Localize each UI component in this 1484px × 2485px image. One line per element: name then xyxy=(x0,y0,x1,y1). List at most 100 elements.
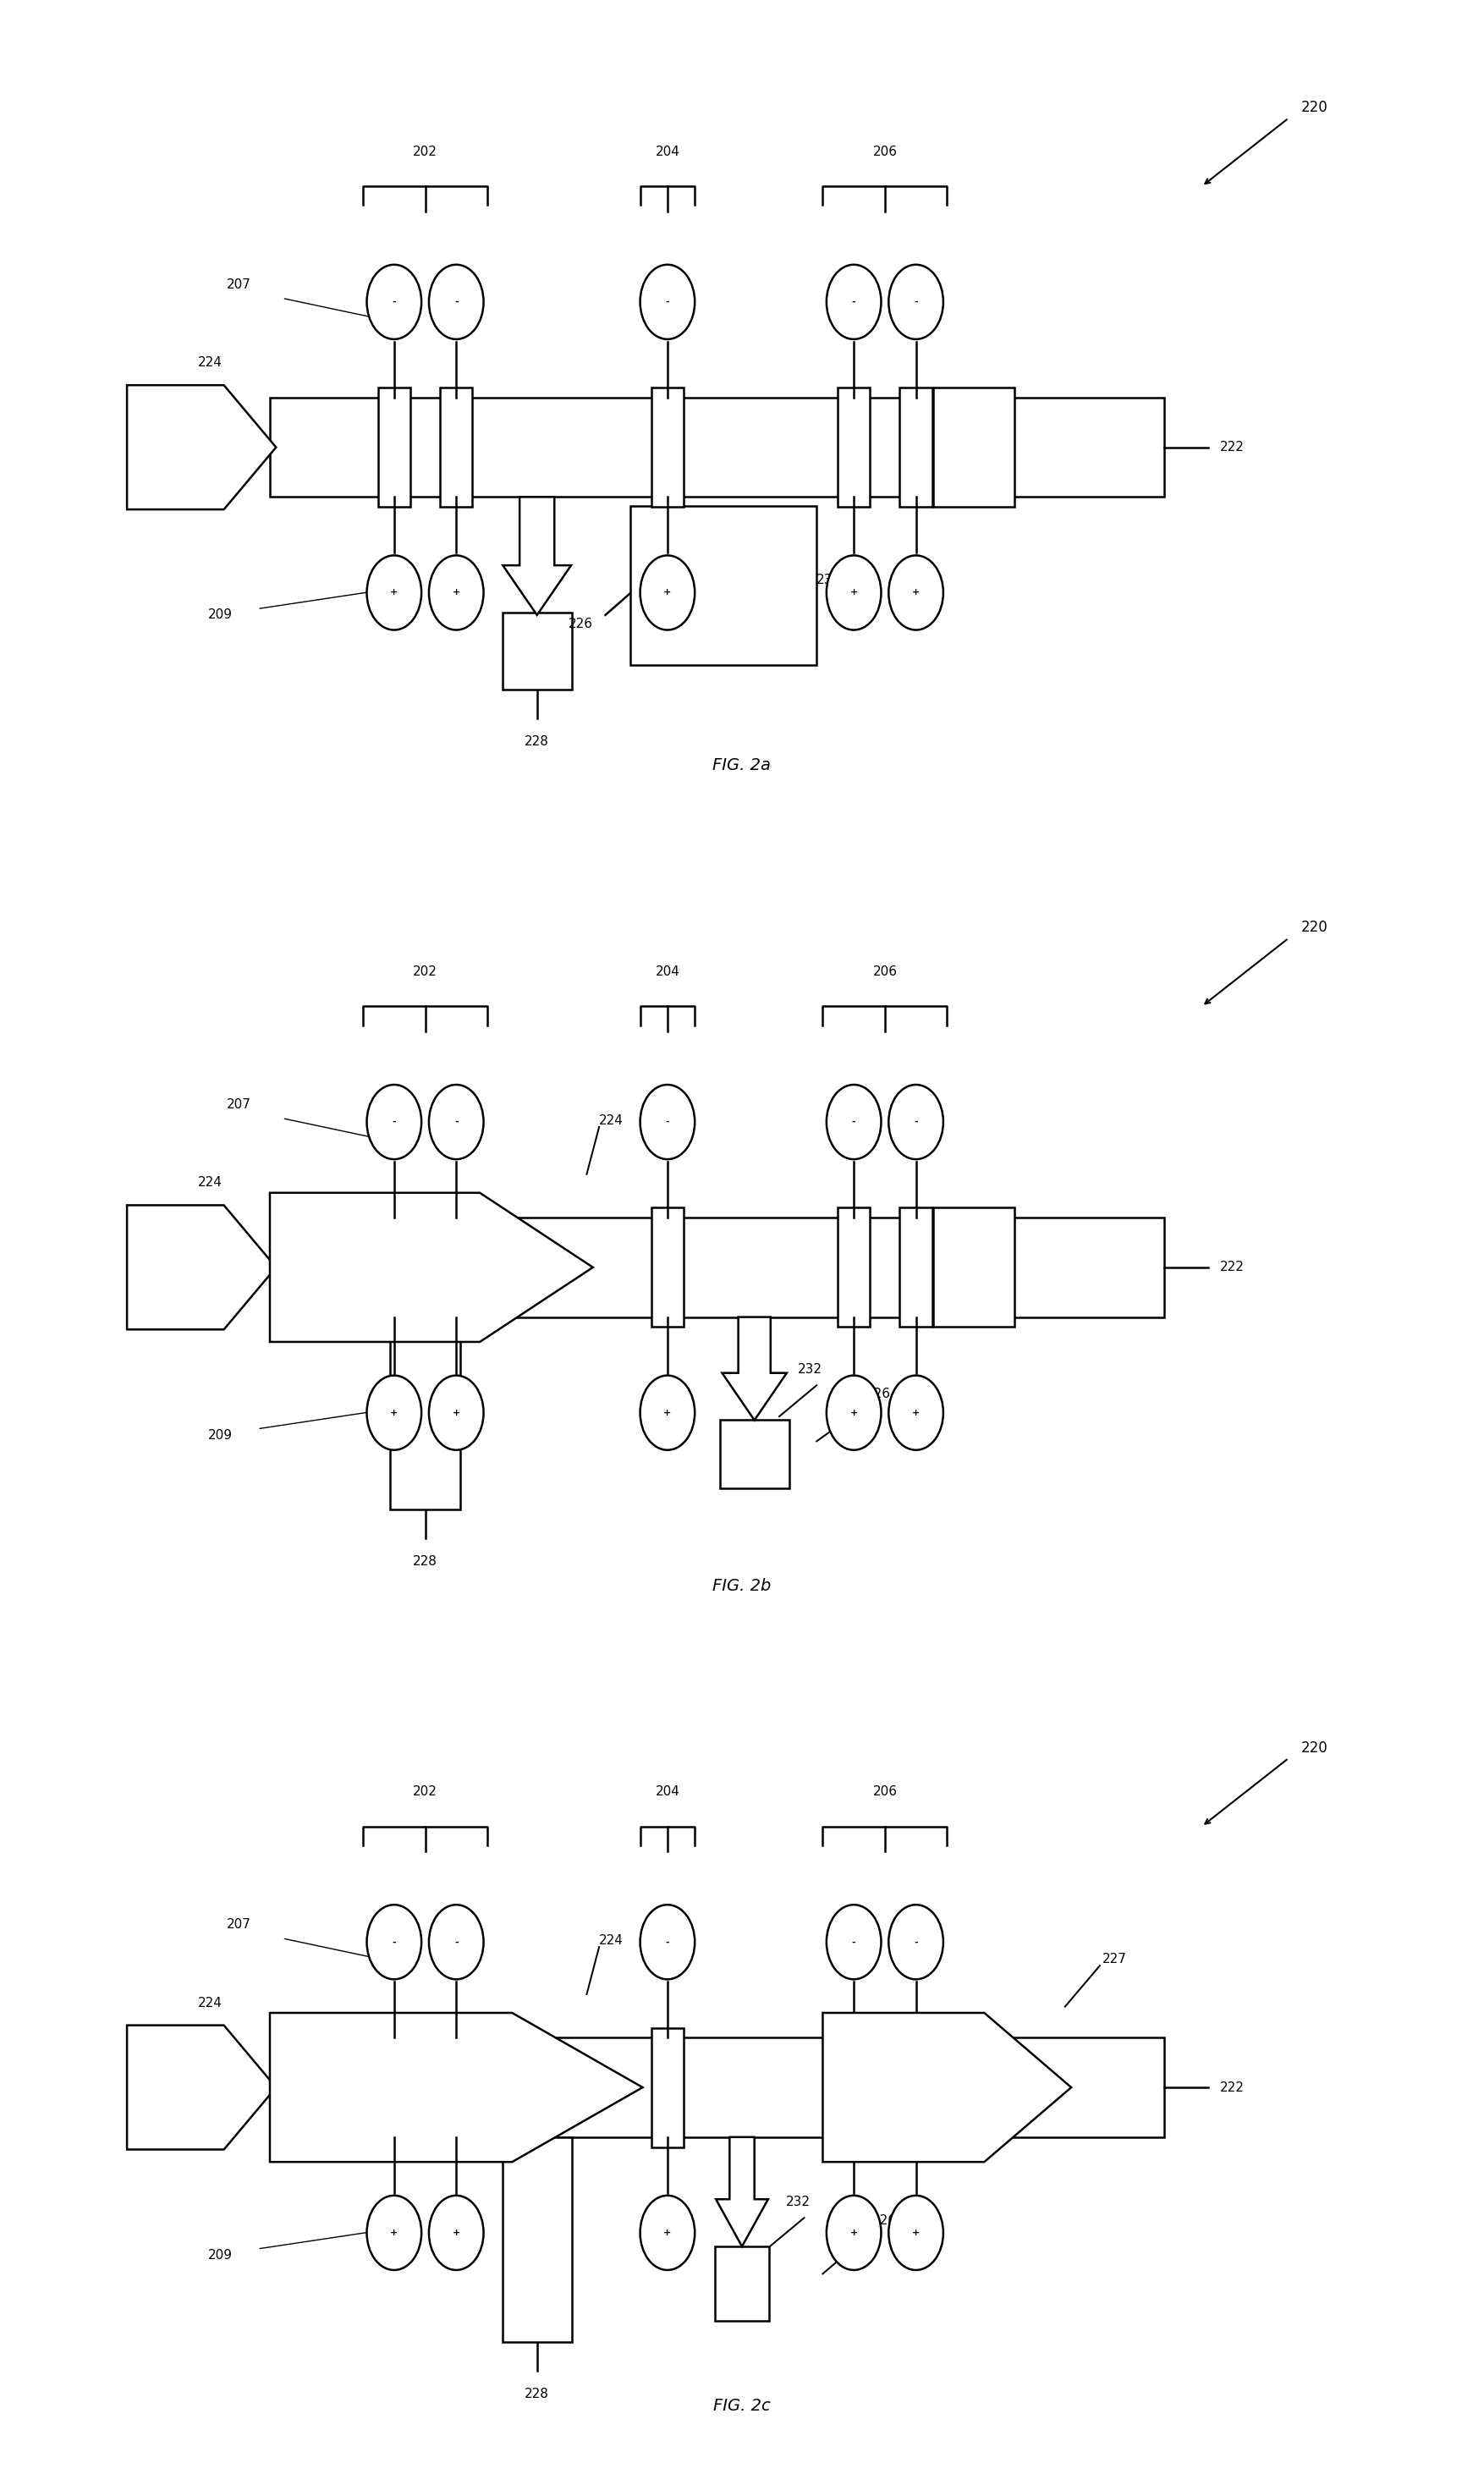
Text: 207: 207 xyxy=(227,1918,251,1931)
Text: -: - xyxy=(914,1118,919,1126)
Ellipse shape xyxy=(429,1083,484,1158)
Ellipse shape xyxy=(827,1377,881,1451)
Ellipse shape xyxy=(640,263,695,338)
Ellipse shape xyxy=(429,2197,484,2271)
Text: +: + xyxy=(663,589,671,596)
Text: 204: 204 xyxy=(656,1784,680,1799)
Ellipse shape xyxy=(889,1377,944,1451)
Ellipse shape xyxy=(827,557,881,629)
Bar xyxy=(899,2028,932,2147)
Ellipse shape xyxy=(640,557,695,629)
Ellipse shape xyxy=(367,263,421,338)
Text: -: - xyxy=(914,298,919,306)
Text: FIG. 2c: FIG. 2c xyxy=(714,2398,770,2413)
Text: 226: 226 xyxy=(568,616,592,631)
Text: +: + xyxy=(453,2229,460,2236)
Text: 222: 222 xyxy=(1220,440,1245,455)
Ellipse shape xyxy=(429,1377,484,1451)
Polygon shape xyxy=(270,2013,643,2162)
Ellipse shape xyxy=(640,2197,695,2271)
Bar xyxy=(720,1421,789,1489)
Bar xyxy=(837,388,870,507)
Ellipse shape xyxy=(429,263,484,338)
Bar xyxy=(378,1208,410,1327)
Text: 220: 220 xyxy=(1301,1740,1328,1754)
Bar xyxy=(837,2028,870,2147)
Text: 232: 232 xyxy=(785,2194,810,2209)
Ellipse shape xyxy=(889,1906,944,1978)
Text: 209: 209 xyxy=(208,2249,233,2261)
Text: -: - xyxy=(665,298,669,306)
Text: FIG. 2a: FIG. 2a xyxy=(712,758,772,773)
Bar xyxy=(270,2038,1165,2137)
Text: -: - xyxy=(454,1118,459,1126)
Ellipse shape xyxy=(367,1083,421,1158)
Bar xyxy=(933,388,1014,507)
Text: +: + xyxy=(850,2229,858,2236)
Text: 226: 226 xyxy=(867,1387,890,1402)
Text: 202: 202 xyxy=(413,1784,438,1799)
Text: -: - xyxy=(392,1118,396,1126)
Bar xyxy=(933,1208,1014,1327)
Polygon shape xyxy=(128,1205,276,1329)
Ellipse shape xyxy=(889,2197,944,2271)
Polygon shape xyxy=(715,2137,769,2246)
Text: 224: 224 xyxy=(199,355,223,370)
Polygon shape xyxy=(128,2025,276,2150)
Bar xyxy=(899,1208,932,1327)
Ellipse shape xyxy=(827,1083,881,1158)
Text: +: + xyxy=(663,1409,671,1416)
Bar xyxy=(631,507,816,666)
Polygon shape xyxy=(503,497,571,614)
Ellipse shape xyxy=(640,1906,695,1978)
Text: +: + xyxy=(390,1409,398,1416)
Text: +: + xyxy=(913,2229,920,2236)
Ellipse shape xyxy=(367,2197,421,2271)
Ellipse shape xyxy=(367,1377,421,1451)
Text: -: - xyxy=(852,1118,856,1126)
Text: 228: 228 xyxy=(413,1556,438,1568)
Polygon shape xyxy=(723,1317,787,1421)
Text: +: + xyxy=(390,2229,398,2236)
Bar xyxy=(378,2028,410,2147)
Bar xyxy=(390,1317,460,1511)
Ellipse shape xyxy=(367,1906,421,1978)
Text: 204: 204 xyxy=(656,144,680,159)
Text: -: - xyxy=(454,298,459,306)
Text: 224: 224 xyxy=(199,1995,223,2010)
Bar xyxy=(651,2028,684,2147)
Text: 224: 224 xyxy=(600,1113,623,1128)
Ellipse shape xyxy=(889,263,944,338)
Bar xyxy=(441,388,472,507)
Text: +: + xyxy=(453,1409,460,1416)
Text: 232: 232 xyxy=(816,574,841,586)
Ellipse shape xyxy=(429,557,484,629)
Bar xyxy=(502,614,571,691)
Bar xyxy=(715,2246,769,2321)
Ellipse shape xyxy=(640,1083,695,1158)
Text: 209: 209 xyxy=(208,609,233,621)
Text: 224: 224 xyxy=(199,1175,223,1190)
Polygon shape xyxy=(128,385,276,509)
Text: 232: 232 xyxy=(798,1362,822,1377)
Text: 202: 202 xyxy=(413,144,438,159)
Text: 222: 222 xyxy=(1220,2080,1245,2095)
Text: +: + xyxy=(913,589,920,596)
Ellipse shape xyxy=(827,1906,881,1978)
Polygon shape xyxy=(822,2013,1071,2162)
Text: -: - xyxy=(852,1938,856,1946)
Text: -: - xyxy=(914,1938,919,1946)
Bar xyxy=(651,1208,684,1327)
Polygon shape xyxy=(270,1193,594,1342)
Text: 224: 224 xyxy=(600,1933,623,1948)
Text: -: - xyxy=(665,1938,669,1946)
Text: 220: 220 xyxy=(1301,919,1328,934)
Bar xyxy=(837,1208,870,1327)
Text: 207: 207 xyxy=(227,278,251,291)
Text: -: - xyxy=(454,1938,459,1946)
Bar xyxy=(270,398,1165,497)
Text: 228: 228 xyxy=(525,2388,549,2401)
Text: 222: 222 xyxy=(1220,1260,1245,1275)
Text: 209: 209 xyxy=(208,1429,233,1441)
Ellipse shape xyxy=(429,1906,484,1978)
